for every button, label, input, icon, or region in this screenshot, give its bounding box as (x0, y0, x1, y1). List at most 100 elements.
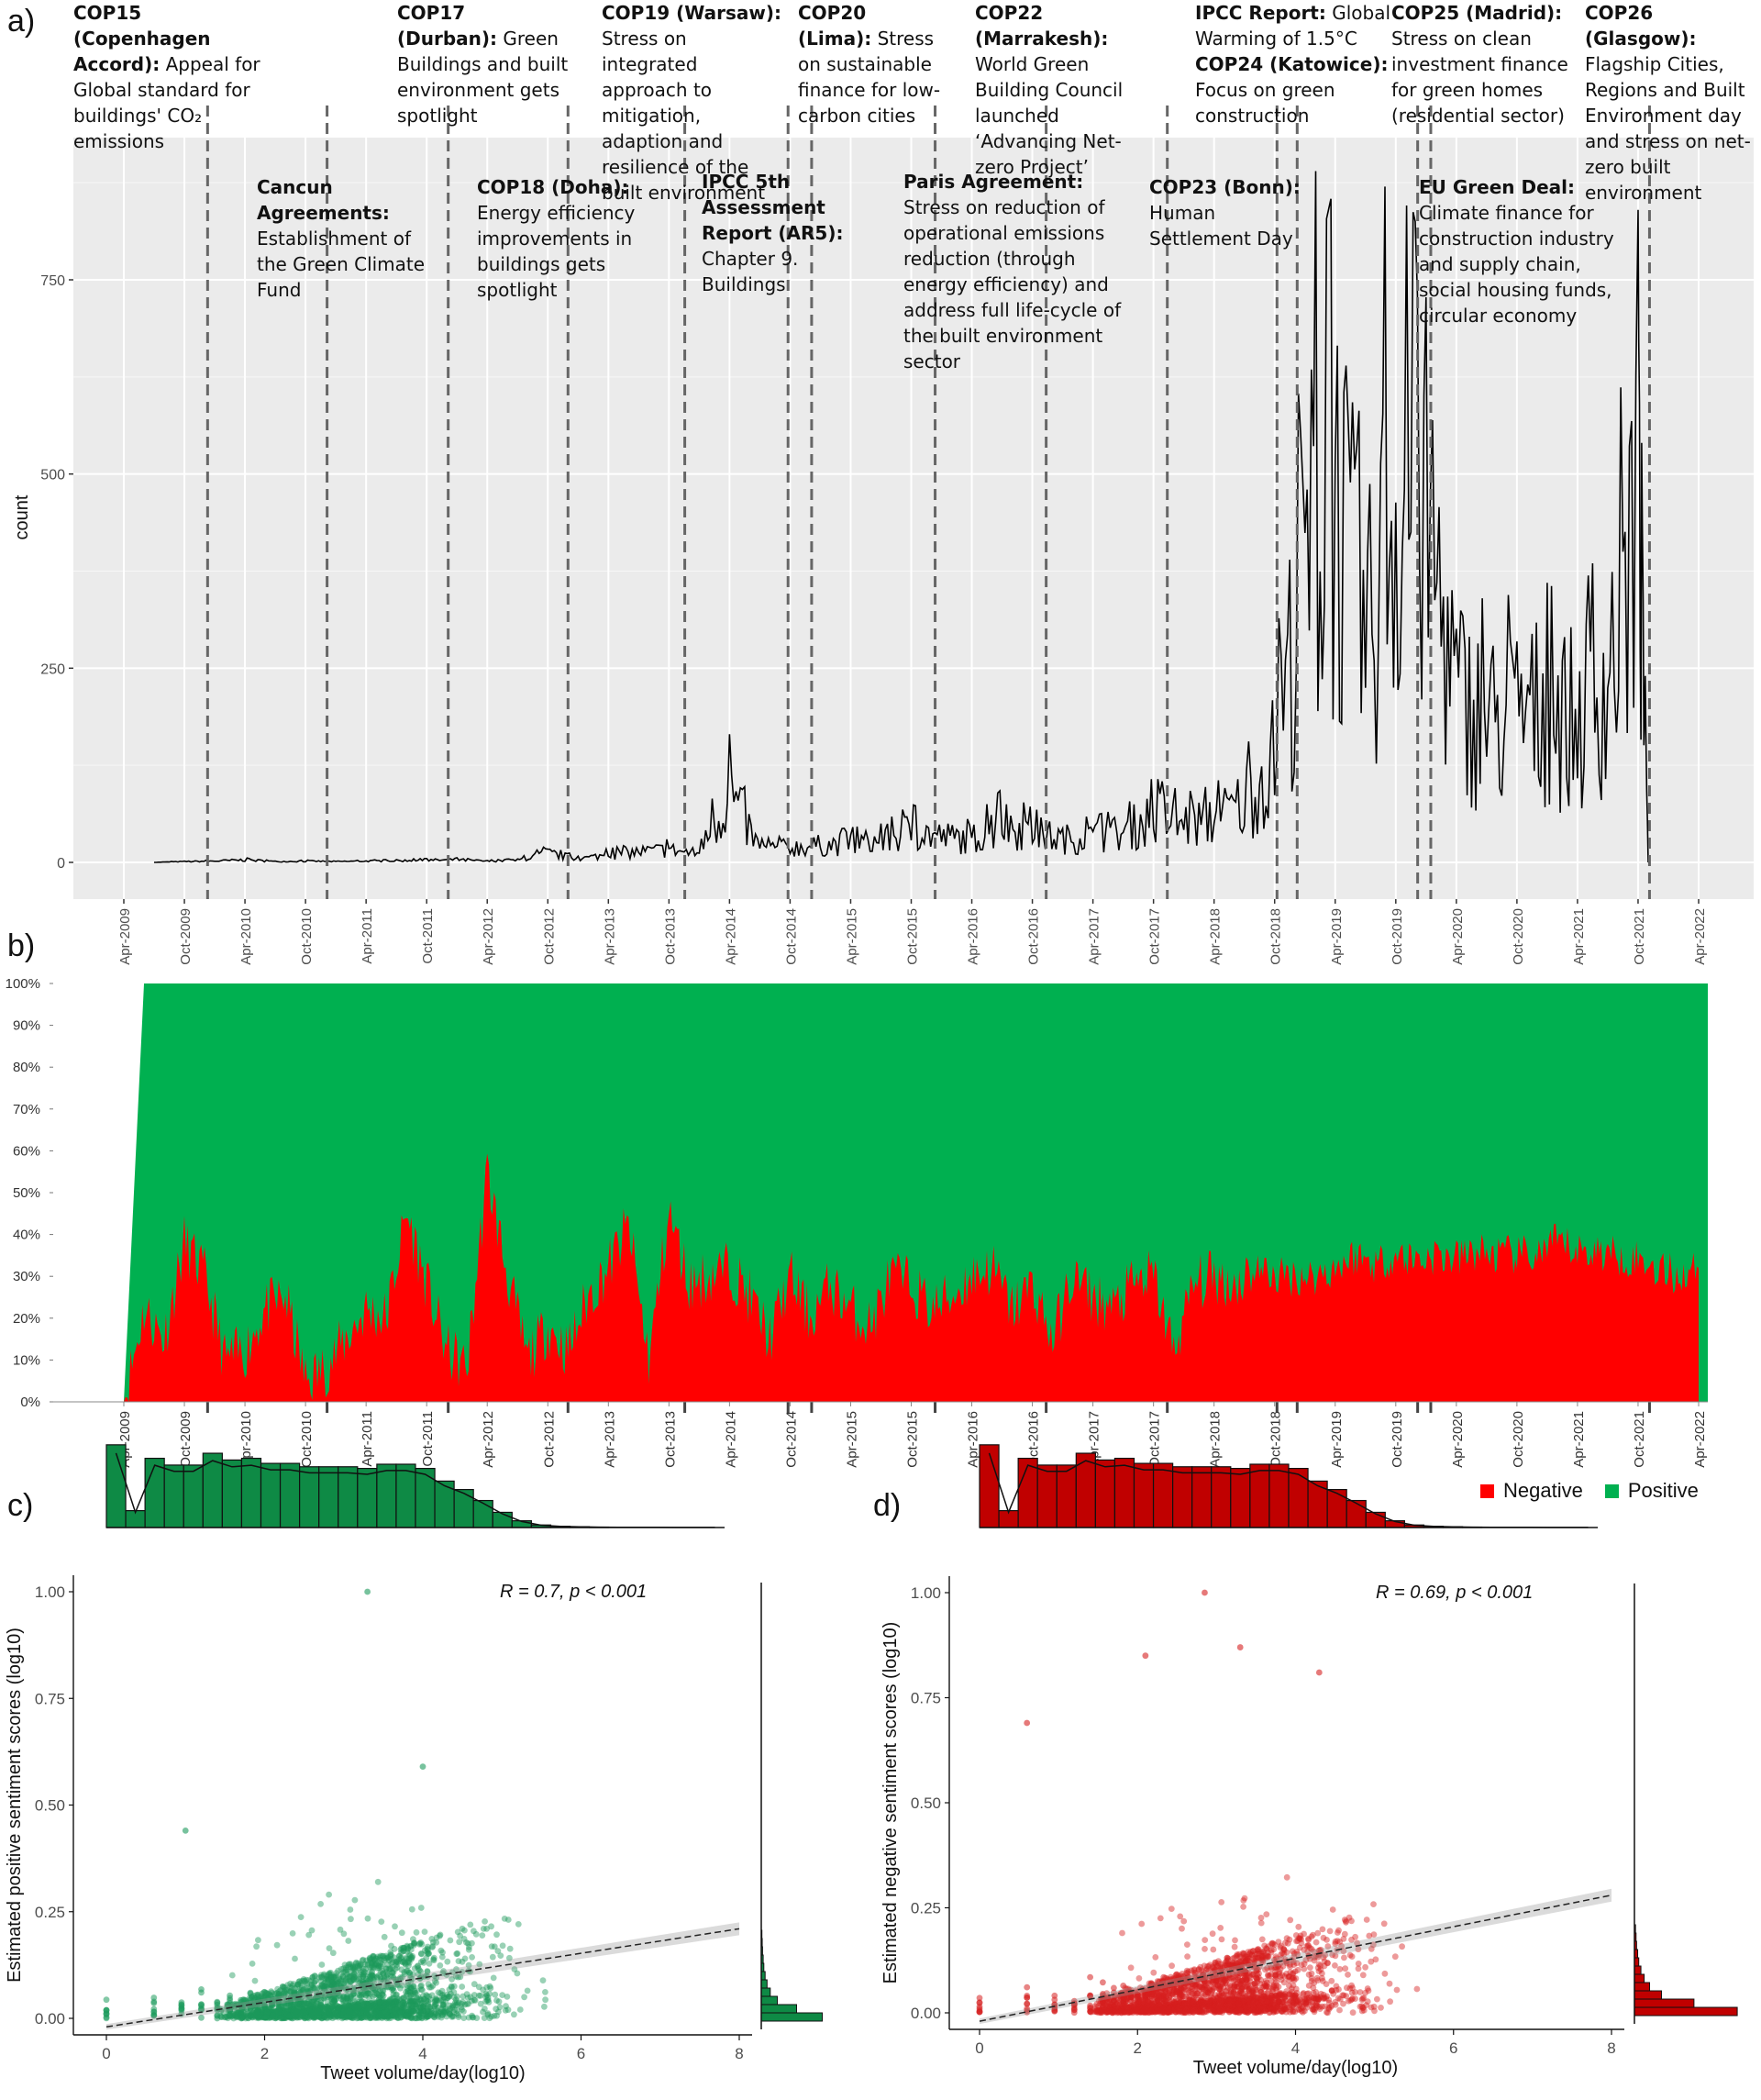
panel-c-point (249, 1994, 256, 2000)
panel-c-point (491, 1943, 498, 1950)
panel-c-point (311, 1984, 317, 1992)
panel-c-point (273, 2011, 280, 2018)
panel-d-point (1370, 2003, 1378, 2010)
panel-c-point (396, 2006, 404, 2013)
panel-b-xtick-label: Apr-2022 (1692, 1411, 1708, 1468)
panel-c-point (381, 2001, 387, 2008)
panel-b-ytick-label: 30% (13, 1269, 40, 1284)
panel-c-point (431, 2003, 438, 2010)
panel-a-xtick-label: Oct-2011 (420, 908, 436, 964)
panel-c-right-hist-bar (760, 1979, 768, 1989)
panel-c-point (437, 1962, 444, 1969)
panel-c-point (456, 1939, 463, 1946)
panel-c-point (316, 2002, 324, 2008)
panel-d-point (1372, 1956, 1379, 1963)
panel-c-point (495, 2008, 502, 2016)
panel-d-right-hist-bar (1634, 1973, 1645, 1983)
panel-c-point (382, 2006, 389, 2014)
panel-d-point (1246, 1985, 1253, 1993)
panel-c-point (293, 2007, 300, 2015)
panel-b-xtick-label: Oct-2011 (420, 1411, 436, 1467)
panel-c-point (227, 2000, 234, 2006)
panel-c-point (398, 1949, 404, 1956)
panel-b-xtick-label: Oct-2018 (1268, 1411, 1284, 1468)
panel-c-point (408, 2014, 415, 2021)
panel-c-point (417, 1983, 424, 1990)
panel-c-point (371, 2009, 379, 2017)
panel-c-point (321, 1972, 327, 1979)
panel-c-point (463, 2001, 471, 2007)
panel-c-point (405, 1994, 413, 2002)
panel-d-top-hist-bar (1346, 1499, 1367, 1528)
panel-c-point (262, 2006, 270, 2013)
panel-c-point (278, 2008, 285, 2016)
panel-c-point (347, 2006, 353, 2013)
panel-c-point (423, 1997, 430, 2005)
panel-d-point (1413, 1985, 1421, 1993)
panel-c-point (345, 1973, 351, 1981)
panel-c-point (388, 2013, 395, 2019)
panel-d-top-hist-bar (1017, 1457, 1038, 1528)
panel-c-point (255, 1992, 261, 1999)
panel-c-top-hist-bar (472, 1499, 493, 1528)
panel-c-ytick-label: 0.25 (35, 1904, 65, 1921)
panel-d-right-hist-bar (1634, 1982, 1651, 1992)
panel-c-point (386, 1966, 393, 1973)
panel-c-point (387, 1999, 393, 2006)
panel-c-point (376, 2012, 383, 2018)
panel-d-point (1386, 1980, 1393, 1987)
panel-c-right-hist-bar (760, 2012, 823, 2022)
panel-c-point (321, 1994, 328, 2000)
panel-c-point (338, 2009, 345, 2017)
panel-c-point (370, 1958, 376, 1965)
panel-d-point (1142, 1994, 1149, 2001)
panel-c-point (287, 1988, 294, 1994)
panel-c-point (331, 1987, 338, 1994)
panel-c-point (408, 1906, 415, 1913)
panel-a-xtick-label: Oct-2012 (541, 908, 557, 965)
panel-a-xtick-label: Apr-2019 (1329, 908, 1345, 965)
panel-c-point (273, 1941, 281, 1949)
panel-c-point (273, 2008, 281, 2015)
panel-c-point (269, 2012, 276, 2019)
panel-c-right-hist-bar (760, 1995, 778, 2006)
panel-c-point (408, 2008, 415, 2016)
panel-c-point (227, 1992, 234, 1999)
panel-d-point (1111, 1984, 1117, 1992)
panel-c-point (370, 1972, 376, 1979)
panel-b-xtick-label: Apr-2019 (1329, 1411, 1345, 1468)
panel-c-point (369, 2004, 375, 2011)
panel-c-point (293, 2006, 300, 2014)
panel-c-point (414, 1987, 421, 1994)
panel-d-point (1240, 1897, 1247, 1904)
panel-c-point (420, 1959, 427, 1966)
panel-c-point (398, 1929, 405, 1937)
panel-c-point (349, 1991, 356, 1998)
panel-c-point (449, 1975, 455, 1983)
panel-d-point (1363, 2002, 1369, 2009)
panel-c-point (376, 2005, 383, 2011)
panel-c-point (325, 1976, 332, 1983)
panel-c-point (297, 1914, 305, 1921)
panel-c-point (471, 1996, 478, 2004)
panel-c-point (405, 1969, 413, 1976)
panel-c-point (325, 2008, 332, 2016)
panel-c-point (398, 2006, 405, 2013)
panel-c-ytick-label: 0.75 (35, 1690, 65, 1707)
panel-c-point (396, 2008, 403, 2016)
panel-c-point (387, 1965, 394, 1972)
panel-c-point (288, 2006, 295, 2014)
panel-c-point (289, 1930, 296, 1937)
panel-c-point (389, 2012, 396, 2018)
panel-c-point (380, 1988, 387, 1994)
panel-d-point (1387, 1998, 1393, 2006)
panel-c-point (280, 1990, 287, 1997)
panel-c-top-hist-bar (415, 1467, 436, 1528)
panel-c-point (300, 1976, 307, 1983)
panel-d-point (1363, 1917, 1370, 1923)
panel-c-point (352, 1960, 360, 1967)
panel-c-point (357, 2013, 363, 2019)
panel-c-point (524, 1987, 531, 1994)
panel-c-point (247, 2013, 254, 2019)
panel-d-point (1374, 1995, 1380, 2003)
